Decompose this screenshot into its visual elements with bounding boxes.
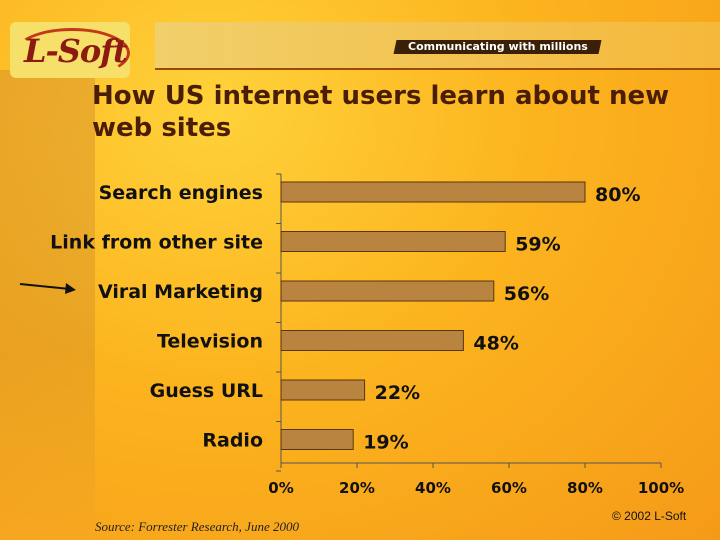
highlight-arrow-shaft <box>19 283 71 290</box>
category-label: Search engines <box>99 182 263 204</box>
x-tick-label: 100% <box>638 479 684 497</box>
category-label: Viral Marketing <box>98 281 263 303</box>
category-label: Guess URL <box>150 380 263 402</box>
category-label: Link from other site <box>50 232 263 254</box>
x-tick-label: 0% <box>268 479 293 497</box>
source-note: Source: Forrester Research, June 2000 <box>95 519 299 534</box>
bar <box>280 429 354 450</box>
category-label: Radio <box>202 430 263 452</box>
value-label: 48% <box>473 333 518 355</box>
bar <box>280 231 506 252</box>
logo-swoosh-icon <box>14 28 130 78</box>
value-label: 59% <box>515 234 560 256</box>
x-tick-label: 40% <box>415 479 451 497</box>
highlight-arrow-icon <box>65 283 76 294</box>
lsoft-logo: L-Soft <box>10 22 130 78</box>
bar <box>280 330 464 351</box>
value-label: 80% <box>595 184 640 206</box>
copyright-note: © 2002 L-Soft <box>612 509 687 523</box>
bar <box>280 181 586 203</box>
background-photo <box>0 70 95 540</box>
x-tick-label: 60% <box>491 479 527 497</box>
value-label: 56% <box>504 283 549 305</box>
value-label: 19% <box>363 432 408 454</box>
category-label: Television <box>157 331 263 353</box>
x-tick-label: 80% <box>567 479 603 497</box>
logo-text: L-Soft <box>24 32 128 70</box>
value-label: 22% <box>375 382 420 404</box>
bar <box>280 379 366 401</box>
x-tick-label: 20% <box>339 479 375 497</box>
slide-title: How US internet users learn about new we… <box>92 81 670 143</box>
bar <box>280 280 495 302</box>
